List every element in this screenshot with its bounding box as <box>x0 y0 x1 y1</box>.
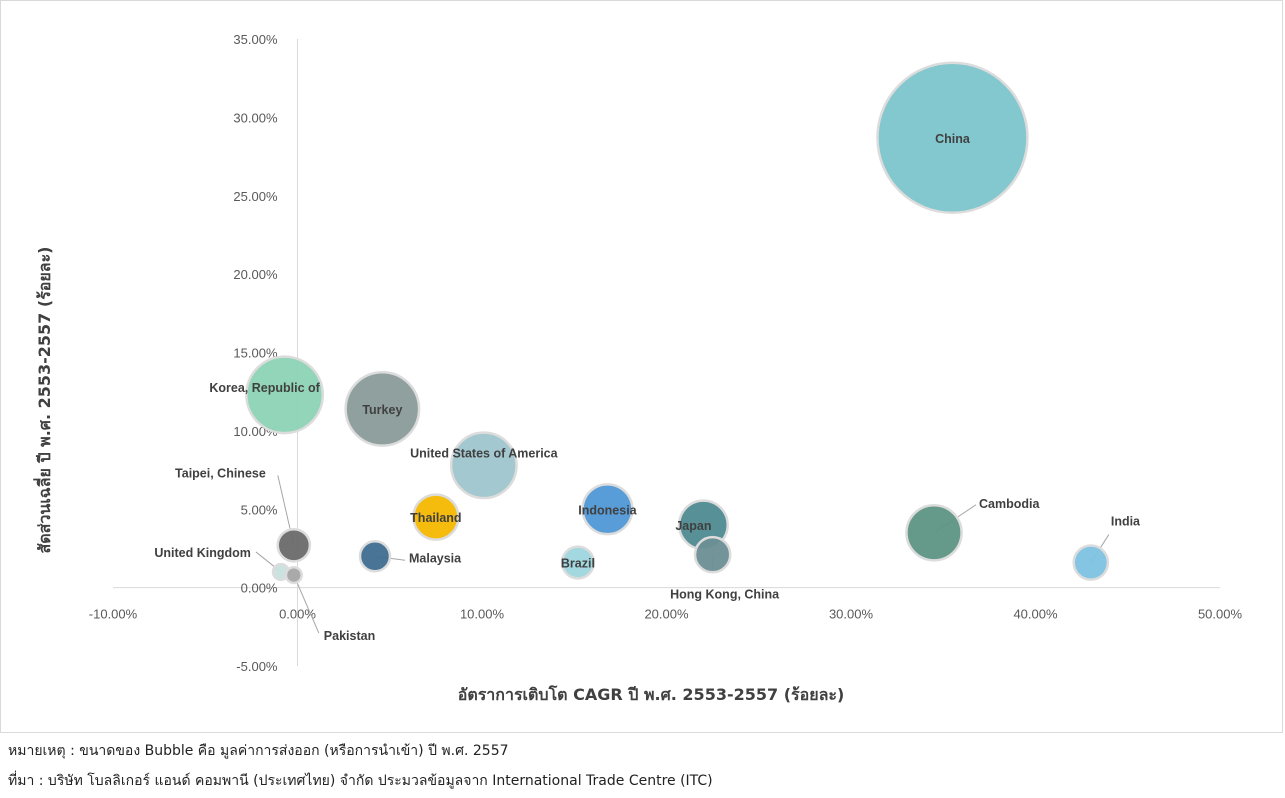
bubble <box>284 565 303 585</box>
data-label: Japan <box>675 519 711 533</box>
y-tick-labels: -5.00%0.00%5.00%10.00%15.00%20.00%25.00%… <box>233 32 278 674</box>
bubble <box>560 545 596 580</box>
bubble <box>276 527 312 563</box>
bubble <box>358 540 392 573</box>
x-tick-label: 0.00% <box>279 607 316 622</box>
y-tick-label: -5.00% <box>236 659 278 674</box>
bubble <box>412 493 460 541</box>
y-tick-label: 5.00% <box>241 502 278 517</box>
data-label: Cambodia <box>979 497 1040 511</box>
bubbles <box>245 61 1110 585</box>
chart-frame <box>0 0 1283 733</box>
x-axis-title: อัตราการเติบโต CAGR ปี พ.ศ. 2553-2557 (ร… <box>458 684 845 704</box>
y-tick-label: 35.00% <box>233 32 278 47</box>
x-tick-label: 20.00% <box>644 607 689 622</box>
data-label: Brazil <box>561 557 595 571</box>
bubble-chart: -10.00% 0.00% 10.00% 20.00% 30.00% 40.00% 50.0… <box>33 32 1243 704</box>
x-tick-label: 10.00% <box>460 607 505 622</box>
bubble <box>344 370 421 447</box>
note-text: หมายเหตุ : ขนาดของ Bubble คือ มูลค่าการส… <box>8 743 509 759</box>
bubble <box>581 483 634 536</box>
x-tick-label: 50.00% <box>1198 607 1243 622</box>
y-tick-label: 15.00% <box>233 346 278 361</box>
x-tick-label: -10.00% <box>89 607 138 622</box>
data-label: Thailand <box>410 511 461 525</box>
bubble <box>1072 544 1110 581</box>
bubble <box>876 61 1029 215</box>
data-label: Turkey <box>362 403 402 417</box>
data-label: Malaysia <box>409 551 462 565</box>
y-axis-title: สัดส่วนเฉลี่ย ปี พ.ศ. 2553-2557 (ร้อยละ) <box>33 247 54 554</box>
y-tick-label: 0.00% <box>241 581 278 596</box>
data-label: Indonesia <box>578 503 637 517</box>
x-tick-label: 30.00% <box>829 607 874 622</box>
data-label: United States of America <box>410 446 559 460</box>
bubble <box>449 431 518 500</box>
data-label: United Kingdom <box>154 546 251 560</box>
leader-line <box>293 574 320 634</box>
y-tick-label: 30.00% <box>233 110 278 125</box>
bubble <box>693 535 732 574</box>
bubble <box>905 503 963 562</box>
source-text: ที่มา : บริษัท โบลลิเกอร์ แอนด์ คอมพานี … <box>8 773 713 789</box>
data-label: Taipei, Chinese <box>175 466 266 480</box>
bubble-labels: China Korea, Republic of Turkey United Stat… <box>154 132 1141 643</box>
y-tick-label: 20.00% <box>233 267 278 282</box>
x-tick-labels: -10.00% 0.00% 10.00% 20.00% 30.00% 40.00% 50.0… <box>89 607 1243 622</box>
data-label: Pakistan <box>324 629 375 643</box>
data-label: Korea, Republic of <box>209 381 320 395</box>
data-label: India <box>1111 515 1141 529</box>
data-label: China <box>935 132 971 146</box>
y-tick-label: 25.00% <box>233 189 278 204</box>
data-label: Hong Kong, China <box>670 588 780 602</box>
bubble <box>245 355 325 435</box>
x-tick-label: 40.00% <box>1013 607 1058 622</box>
